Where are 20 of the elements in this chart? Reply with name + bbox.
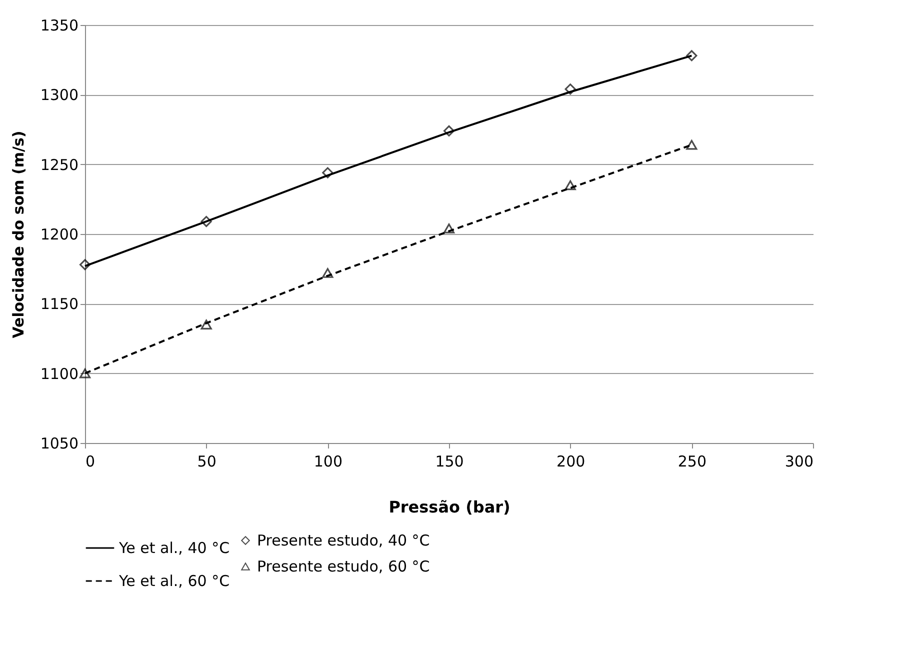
y-axis-title: Velocidade do som (m/s) bbox=[9, 130, 28, 338]
y-tick-label: 1350 bbox=[40, 16, 78, 34]
y-tick-label: 1300 bbox=[40, 86, 78, 104]
y-tick-label: 1100 bbox=[40, 364, 78, 383]
y-tick-label: 1050 bbox=[40, 434, 78, 452]
x-tick-label: 0 bbox=[86, 452, 96, 470]
x-tick-label: 200 bbox=[556, 452, 586, 470]
y-tick-label: 1200 bbox=[40, 226, 78, 244]
y-tick-label: 1250 bbox=[40, 156, 78, 174]
legend-label: Ye et al., 60 °C bbox=[118, 572, 230, 590]
x-tick-label: 150 bbox=[435, 452, 464, 470]
legend-label: Ye et al., 40 °C bbox=[118, 539, 230, 557]
legend-label: Presente estudo, 40 °C bbox=[257, 532, 430, 550]
x-tick-label: 250 bbox=[678, 452, 706, 470]
x-tick-label: 100 bbox=[314, 452, 342, 470]
y-tick-label: 1150 bbox=[40, 295, 78, 314]
x-tick-label: 300 bbox=[784, 452, 814, 470]
x-axis-title: Pressão (bar) bbox=[388, 498, 510, 516]
x-tick-label: 50 bbox=[197, 452, 216, 470]
legend-label: Presente estudo, 60 °C bbox=[257, 558, 430, 576]
